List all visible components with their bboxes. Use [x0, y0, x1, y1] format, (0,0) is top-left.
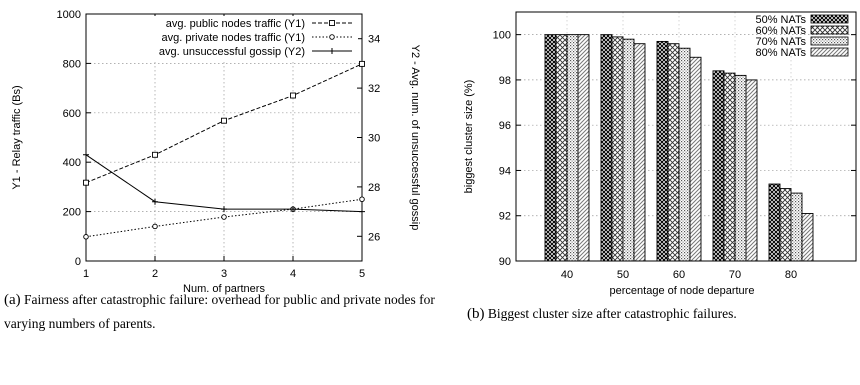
bar: [566, 34, 579, 262]
legend-entry-label: avg. private nodes traffic (Y1): [162, 32, 305, 44]
y2-tick-label: 30: [368, 133, 380, 145]
bar: [555, 34, 568, 262]
data-point: [83, 234, 89, 240]
y-tick-label: 96: [499, 120, 511, 132]
x-tick-label: 50: [617, 269, 629, 281]
bar: [611, 36, 624, 262]
y2-tick-label: 32: [368, 83, 380, 95]
legend-swatch-marker: [329, 34, 335, 40]
x-axis-label: percentage of node departure: [610, 285, 755, 297]
legend-entry-label: 50% NATs: [755, 14, 806, 26]
data-point: [152, 223, 158, 230]
caption-b-tag: (b): [467, 306, 485, 322]
bar: [622, 38, 635, 262]
bar: [656, 40, 669, 262]
y-tick-label: 200: [63, 207, 81, 219]
bar: [712, 70, 725, 262]
caption-b-text: Biggest cluster size after catastrophic …: [487, 306, 737, 321]
y2-tick-label: 34: [368, 34, 380, 46]
bar: [667, 43, 680, 262]
data-point: [359, 196, 365, 202]
data-point: [359, 60, 365, 67]
legend-entry-label: 70% NATs: [755, 36, 806, 48]
bar: [745, 79, 758, 262]
y-tick-label: 1000: [57, 9, 81, 21]
legend-swatch-marker: [329, 20, 335, 26]
bar: [734, 74, 747, 262]
y-tick-label: 600: [63, 108, 81, 120]
bar: [779, 188, 792, 262]
y-tick-label: 800: [63, 58, 81, 70]
caption-b: (b) Biggest cluster size after catastrop…: [467, 302, 859, 326]
bar: [633, 43, 646, 262]
bar: [723, 72, 736, 262]
bar: [577, 34, 590, 262]
y-axis-label: Y1 - Relay traffic (Bs): [11, 85, 23, 189]
data-point: [221, 214, 227, 220]
x-tick-label: 1: [83, 268, 89, 280]
bar: [678, 47, 691, 262]
y2-tick-label: 28: [368, 182, 380, 194]
data-point: [83, 179, 89, 186]
bar: [768, 183, 781, 262]
caption-a-text: Fairness after catastrophic failure: ove…: [4, 292, 435, 331]
bar-chart-cluster-size: 90 92 94 96 98 100 40 50 60 70 80 percentage of nod…: [463, 11, 857, 297]
y-tick-label: 400: [63, 157, 81, 169]
y-tick-label: 92: [499, 211, 511, 223]
x-tick-label: 40: [561, 269, 573, 281]
data-point: [152, 151, 158, 158]
legend-entry-label: 80% NATs: [755, 47, 806, 59]
series-3: [83, 151, 365, 215]
series-line: [85, 198, 363, 238]
x-tick-label: 5: [359, 268, 365, 280]
data-point: [290, 206, 296, 213]
legend: avg. public nodes traffic (Y1) avg. priva…: [90, 16, 358, 60]
bar: [801, 213, 814, 262]
caption-a-tag: (a): [4, 292, 21, 308]
data-point: [290, 92, 296, 99]
x-tick-label: 70: [729, 269, 741, 281]
x-tick-label: 3: [221, 268, 227, 280]
legend-swatch: [810, 14, 849, 24]
y2-axis-label: Y2 - Avg. num. of unsuccessful gossip: [409, 45, 421, 231]
legend-entry-label: 60% NATs: [755, 25, 806, 37]
bar: [544, 34, 557, 262]
caption-a: (a) Fairness after catastrophic failure:…: [4, 288, 444, 336]
bar: [600, 34, 613, 262]
y-tick-label: 98: [499, 75, 511, 87]
x-tick-label: 60: [673, 269, 685, 281]
legend-swatch: [810, 25, 849, 35]
legend-swatch-marker: [329, 48, 335, 54]
legend-swatch: [810, 47, 849, 57]
data-point: [83, 151, 89, 158]
y-tick-label: 94: [499, 165, 511, 177]
bar: [689, 56, 702, 262]
y-axis-label: biggest cluster size (%): [463, 80, 475, 194]
data-point: [221, 117, 227, 124]
y2-tick-label: 26: [368, 231, 380, 243]
y-tick-label: 90: [499, 256, 511, 268]
series-1: [83, 60, 365, 186]
bar-series-4: [577, 34, 814, 262]
legend-swatch: [810, 36, 849, 46]
legend-entry-label: avg. public nodes traffic (Y1): [166, 18, 305, 30]
y-tick-label: 100: [493, 30, 511, 42]
data-point: [359, 208, 365, 215]
data-point: [221, 206, 227, 213]
bar: [790, 192, 803, 262]
plot-frame: [515, 11, 857, 262]
x-tick-label: 4: [290, 268, 296, 280]
y-tick-label: 0: [75, 256, 81, 268]
x-tick-label: 80: [785, 269, 797, 281]
legend-entry-label: avg. unsuccessful gossip (Y2): [159, 46, 305, 58]
x-tick-label: 2: [152, 268, 158, 280]
data-point: [152, 198, 158, 205]
x-axis-label: Num. of partners: [183, 283, 265, 295]
